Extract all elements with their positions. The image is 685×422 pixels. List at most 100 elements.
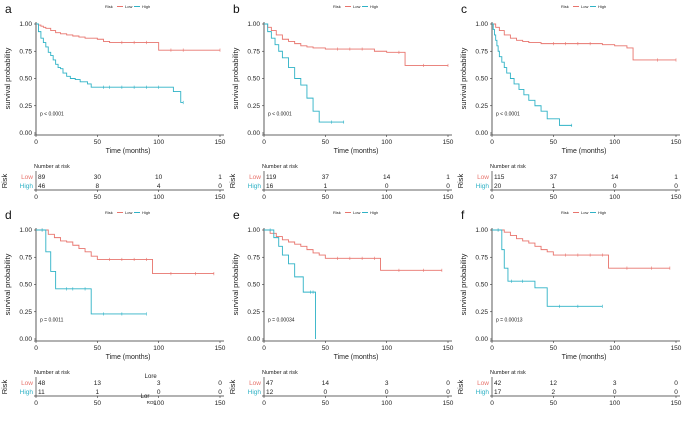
km-curve-high [264,229,316,339]
y-tick-label: 0.50 [475,282,488,289]
risk-row-label-low: Low [249,380,261,387]
x-tick-label: 0 [34,345,38,352]
x-axis-title: Time (months) [334,354,379,361]
risk-x-tick-label: 100 [381,194,392,201]
risk-count-low: 3 [385,380,389,387]
risk-count-low: 14 [383,174,391,181]
risk-count-high: 17 [494,389,502,396]
y-tick-label: 0.75 [19,48,32,55]
risk-count-high: 11 [38,389,45,396]
risk-count-low: 30 [94,174,102,181]
x-tick-label: 100 [153,139,164,146]
risk-row-label-high: High [20,389,34,396]
risk-count-high: 1 [96,389,100,396]
legend-title: Risk [105,210,113,215]
y-tick-label: 0.25 [475,103,488,110]
legend-high-label: High [598,210,606,215]
risk-count-low: 47 [266,380,274,387]
y-tick-label: 0.75 [19,254,32,261]
y-tick-label: 0.25 [19,309,32,316]
y-tick-label: 0.25 [247,309,260,316]
risk-table-title: Number at risk [34,370,70,376]
x-tick-label: 50 [94,345,102,352]
risk-count-high: 0 [385,389,389,396]
y-tick-label: 0.50 [19,76,32,83]
risk-table-title: Number at risk [262,370,298,376]
y-tick-label: 1.00 [247,21,260,28]
risk-x-tick-label: 150 [215,194,226,201]
x-tick-label: 150 [443,345,454,352]
panel-e: e Risk Low High 0.00 0.25 0.50 0.75 1.00 0 50 100 15… [228,208,454,407]
risk-count-high: 2 [552,389,556,396]
risk-count-high: 20 [494,183,502,190]
risk-count-low: 115 [494,174,505,181]
x-tick-label: 150 [215,345,226,352]
km-curve-low [492,229,670,269]
p-value: p < 0.0001 [268,111,292,117]
y-axis-title: survival probability [231,47,240,109]
p-value: p = 0.0011 [40,317,64,323]
p-value: p = 0.00034 [268,317,295,323]
km-curve-high [492,23,572,126]
y-tick-label: 0.75 [247,48,260,55]
risk-axis-label: Risk [0,379,9,394]
x-tick-label: 50 [550,139,558,146]
legend-high-label: High [370,210,378,215]
y-tick-label: 1.00 [475,227,488,234]
risk-count-low: 0 [446,380,450,387]
x-tick-label: 100 [153,345,164,352]
km-curve-low [264,23,448,66]
risk-count-low: 10 [155,174,163,181]
risk-count-low: 3 [613,380,617,387]
p-value: p < 0.0001 [40,111,64,117]
risk-x-tick-label: 0 [34,400,38,407]
legend-low-label: Low [125,210,132,215]
risk-count-high: 46 [38,183,46,190]
risk-x-tick-label: 100 [153,194,164,201]
risk-x-tick-label: 50 [322,194,330,201]
risk-count-high: 0 [674,389,678,396]
risk-row-label-high: High [248,389,262,396]
risk-x-tick-label: 150 [443,194,454,201]
risk-count-low: 3 [157,380,161,387]
x-tick-label: 50 [322,345,330,352]
x-axis-title: Time (months) [334,148,379,155]
y-tick-label: 0.25 [19,103,32,110]
risk-x-tick-label: 100 [609,400,620,407]
legend-low-label: Low [353,4,360,9]
y-tick-label: 1.00 [19,227,32,234]
km-curve-high [36,229,147,315]
risk-x-tick-label: 0 [490,400,494,407]
risk-count-high: 0 [446,183,450,190]
risk-x-tick-label: 0 [262,194,266,201]
y-tick-label: 0.75 [247,254,260,261]
panel-label: b [233,2,240,16]
risk-row-label-low: Low [21,380,33,387]
risk-x-tick-label: 100 [381,400,392,407]
x-tick-label: 0 [262,345,266,352]
legend-high-label: High [370,4,378,9]
legend-high-label: High [598,4,606,9]
x-tick-label: 50 [550,345,558,352]
legend-title: Risk [105,4,113,9]
x-tick-label: 150 [671,345,682,352]
risk-count-low: 37 [550,174,558,181]
risk-count-low: 1 [218,174,222,181]
risk-count-low: 12 [550,380,558,387]
y-tick-label: 0.25 [475,309,488,316]
y-axis-title: survival probability [459,47,468,109]
risk-axis-label: Risk [228,379,237,394]
risk-count-high: 12 [266,389,274,396]
legend-low-label: Low [125,4,132,9]
y-axis-title: survival probability [3,47,12,109]
risk-row-label-low: Low [249,174,261,181]
km-curve-low [36,229,214,275]
y-tick-label: 1.00 [247,227,260,234]
risk-count-high: 4 [157,183,161,190]
y-tick-label: 0.25 [247,103,260,110]
panel-label: e [233,208,240,222]
risk-count-low: 1 [674,174,678,181]
risk-count-low: 119 [266,174,277,181]
risk-x-tick-label: 50 [94,194,102,201]
